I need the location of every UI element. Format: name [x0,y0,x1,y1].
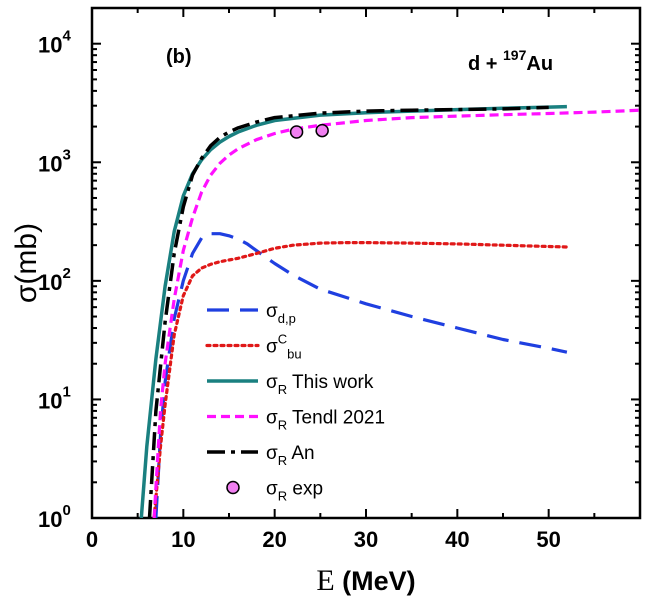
experimental-points [289,123,329,139]
legend-subscript: bu [287,347,301,362]
series-line-tendl [152,108,640,518]
y-tick-base: 10 [38,388,62,413]
legend-label: σR This work [266,372,374,397]
legend-text-rest: exp [287,479,323,500]
x-tick-labels: 0 10 20 30 40 50 [86,527,561,552]
exp-point [315,123,329,138]
x-axis-label: E (MeV) [316,564,415,597]
panel-label: (b) [166,46,192,68]
legend-subscript: R [278,453,287,468]
y-tick-exponent: 2 [62,265,70,282]
y-tick-exponent: 3 [62,146,70,163]
x-axis-symbol: E [316,564,334,597]
series-line-this [139,104,567,518]
y-tick-label: 104 [38,28,71,58]
y-tick-exponent: 0 [62,502,70,519]
axis-ticks [91,7,641,519]
y-tick-label: 100 [38,502,71,532]
series-line-bu [152,241,569,518]
y-tick-label: 102 [38,265,71,295]
legend-symbol: σ [266,479,278,500]
legend-subscript: R [278,418,287,433]
x-tick-label: 0 [86,527,98,552]
x-tick-label: 20 [262,527,286,552]
y-tick-label: 103 [38,146,71,176]
legend-symbol: σ [266,443,278,464]
x-tick-label: 10 [171,527,195,552]
legend-subscript: R [278,489,287,504]
series-line-an [147,105,549,518]
y-tick-base: 10 [38,151,62,176]
legend-marker-exp [226,480,240,495]
y-tick-label: 101 [38,383,71,413]
legend-text-rest: This work [287,372,374,393]
x-tick-label: 50 [536,527,560,552]
y-axis-label: σ(mb) [10,223,43,303]
legend-symbol: σ [266,372,278,393]
legend-symbol: σ [266,337,278,358]
x-tick-label: 30 [354,527,378,552]
reaction-mass-number: 197 [503,47,527,63]
legend-text-rest: An [287,443,314,464]
series-line-dp [154,232,568,518]
legend-subscript: d,p [278,311,296,326]
legend-symbol: σ [266,301,278,322]
reaction-element: Au [526,53,553,75]
legend-label: σCbu [266,332,302,362]
legend-label: σd,p [266,301,296,326]
y-tick-base: 10 [38,270,62,295]
legend-label: σR An [266,443,315,468]
y-tick-exponent: 4 [62,28,71,45]
y-tick-exponent: 1 [62,383,70,400]
x-tick-label: 40 [445,527,469,552]
legend-symbol: σ [266,408,278,429]
reaction-label: d + 197Au [468,47,553,75]
legend-superscript: C [278,332,287,347]
y-tick-base: 10 [38,33,62,58]
legend-label: σR exp [266,479,323,504]
reaction-prefix: d + [468,53,503,75]
legend-text-rest: Tendl 2021 [287,408,385,429]
x-axis-unit: (MeV) [335,566,416,596]
y-axis-unit: (mb) [10,223,43,285]
series-lines [139,104,640,518]
plot-frame [90,6,642,520]
legend-subscript: R [278,382,287,397]
y-axis-symbol: σ [10,284,43,303]
y-tick-base: 10 [38,507,62,532]
exp-point [289,125,304,139]
legend-label: σR Tendl 2021 [266,408,385,433]
